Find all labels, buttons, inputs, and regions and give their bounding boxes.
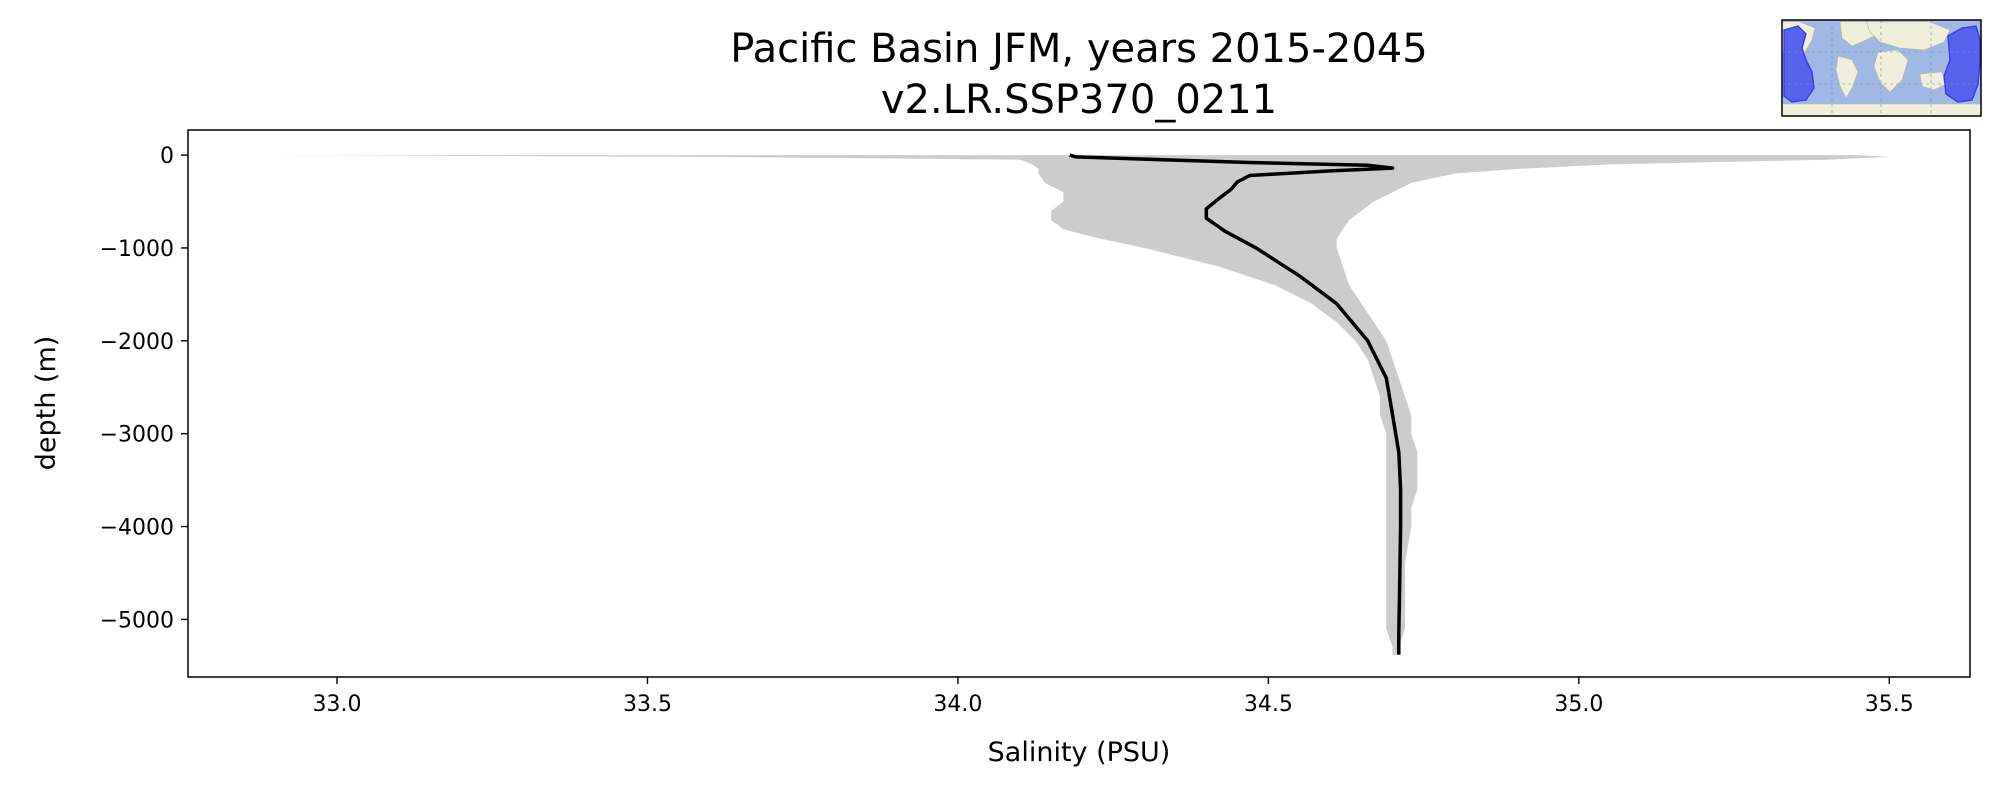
plot-area [187, 129, 1971, 678]
x-tick-label: 35.0 [1554, 692, 1603, 717]
map-pacific-basin [1783, 25, 1981, 103]
chart-subtitle: v2.LR.SSP370_0211 [881, 77, 1277, 123]
y-tick-label: −2000 [100, 330, 174, 355]
y-tick-label: −4000 [100, 516, 174, 541]
map-landmass [1865, 21, 1951, 51]
x-tick-label: 34.5 [1244, 692, 1293, 717]
x-tick-label: 34.0 [933, 692, 982, 717]
x-tick-label: 33.5 [623, 692, 672, 717]
x-axis: 33.0 33.5 34.0 34.5 35.0 35.5 [313, 677, 1914, 717]
map-landmass [1835, 55, 1859, 99]
map-gridlines [1782, 20, 1981, 116]
x-axis-label: Salinity (PSU) [988, 737, 1171, 768]
mean-salinity-line [1069, 153, 1403, 655]
salinity-range-band [274, 155, 1890, 655]
y-tick-label: 0 [160, 144, 174, 169]
plot-frame [187, 129, 1971, 678]
y-tick-label: −5000 [100, 608, 174, 633]
x-tick-label: 33.0 [313, 692, 362, 717]
map-basin-region [1783, 25, 1815, 103]
y-axis: 0 −1000 −2000 −3000 −4000 −5000 [100, 144, 188, 633]
y-tick-label: −3000 [100, 423, 174, 448]
y-axis-label: depth (m) [31, 336, 62, 471]
y-tick-label: −1000 [100, 237, 174, 262]
basin-locator-map [1781, 19, 1982, 117]
map-landmass [1873, 49, 1909, 93]
x-tick-label: 35.5 [1865, 692, 1914, 717]
map-landmass [1781, 103, 1982, 117]
map-basin-region [1943, 25, 1981, 103]
map-frame [1781, 19, 1982, 117]
chart-title: Pacific Basin JFM, years 2015-2045 [730, 26, 1427, 72]
